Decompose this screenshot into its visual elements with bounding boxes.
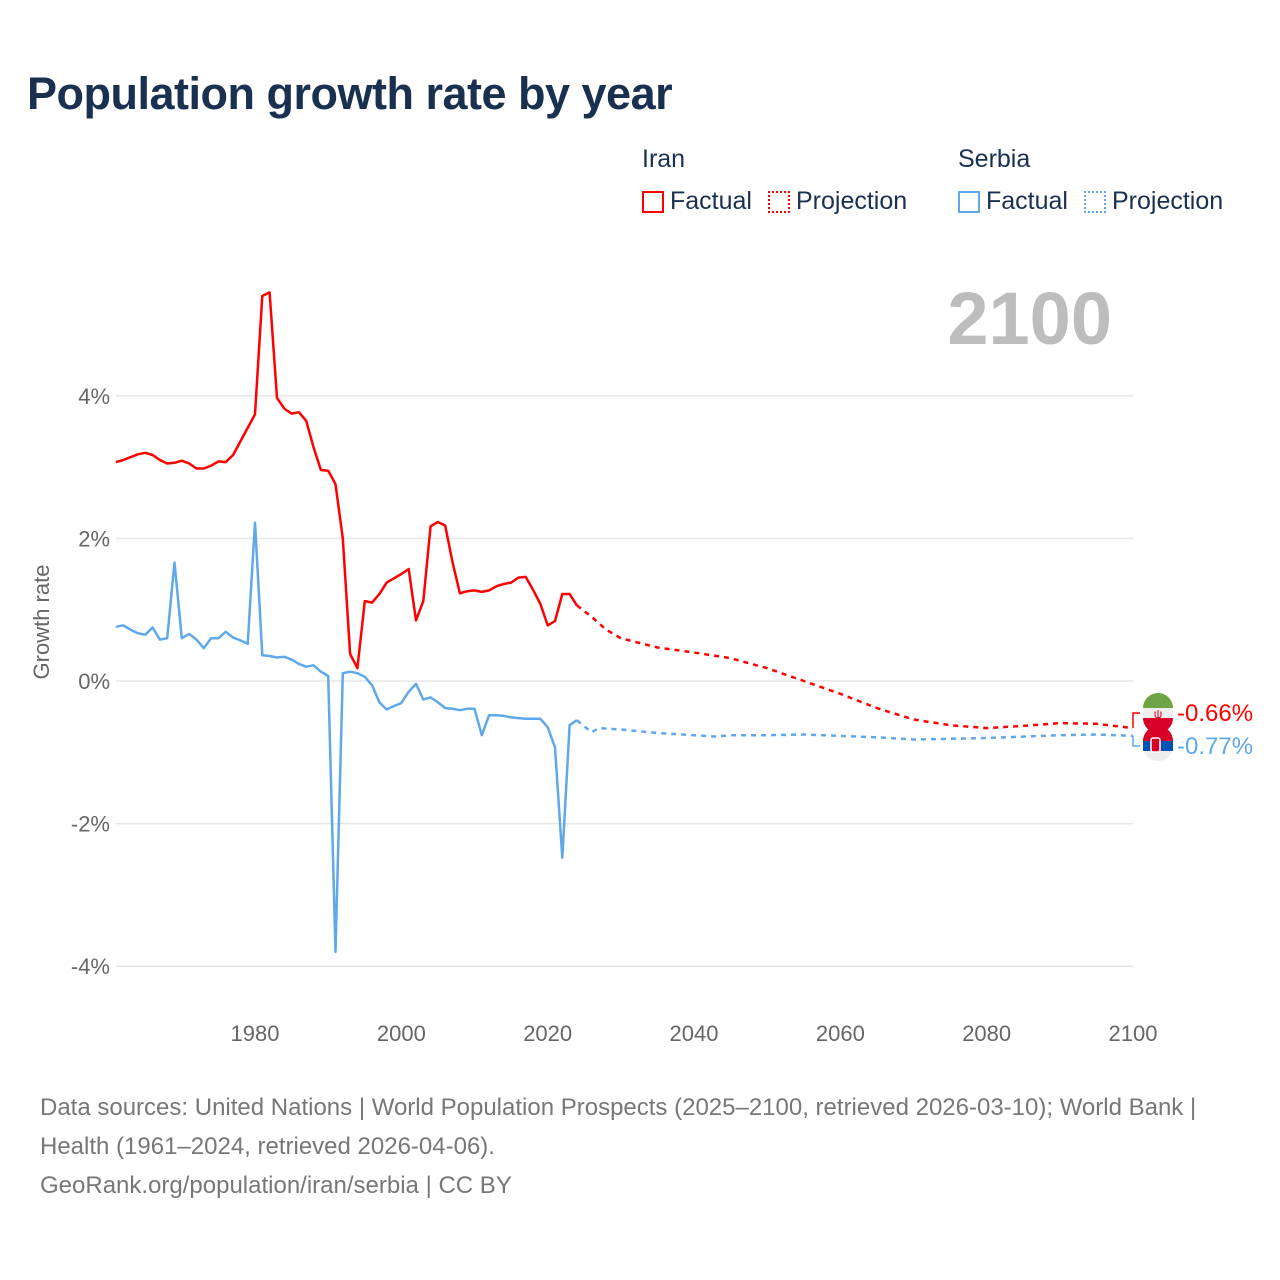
serbia-factual-line [115,521,578,954]
iran-factual-line [115,291,578,670]
legend-serbia: Serbia Factual Projection [958,145,1223,216]
y-tick-label: 2% [78,526,110,551]
legend-iran-factual[interactable]: Factual [642,187,752,216]
y-tick-label: 4% [78,384,110,409]
current-year-label: 2100 [947,277,1112,360]
legend-serbia-projection[interactable]: Projection [1083,187,1224,216]
legend-group-name: Iran [642,145,686,173]
x-tick-label: 2020 [523,1021,572,1046]
serbia-emblem [1150,737,1161,753]
legend-iran-projection[interactable]: Projection [767,187,908,216]
legend-label: Factual [670,187,752,215]
y-tick-label: -2% [71,812,110,837]
serbia-end-connector [1132,735,1140,747]
dotted-swatch-icon [767,190,790,213]
legend-iran: Iran Factual Projection [642,145,907,216]
iran-projection-line [576,604,1134,730]
legend-serbia-factual[interactable]: Factual [958,187,1068,216]
y-tick-label: -4% [71,954,110,979]
iran-end-connector [1132,712,1140,729]
chart-title: Population growth rate by year [27,68,673,119]
legend-label: Projection [1111,187,1224,215]
solid-swatch-icon [642,190,664,213]
legend-label: Factual [986,187,1068,215]
y-tick-label: 0% [78,669,110,694]
serbia-flag-red [1143,726,1173,741]
legend-label: Projection [795,187,908,215]
serbia-end-label: -0.77% [1177,733,1253,760]
x-tick-label: 2100 [1109,1021,1158,1046]
footer: Data sources: United Nations | World Pop… [40,1088,1230,1205]
serbia-projection-line [576,719,1134,741]
iran-flag-green [1143,693,1173,708]
solid-swatch-icon [958,190,980,213]
legend-group-name: Serbia [958,145,1031,173]
x-tick-label: 2040 [670,1021,719,1046]
x-tick-label: 2060 [816,1021,865,1046]
data-sources: Data sources: United Nations | World Pop… [40,1094,1197,1160]
iran-emblem: ψ [1154,707,1163,721]
dotted-swatch-icon [1083,190,1106,213]
credit-link[interactable]: GeoRank.org/population/iran/serbia | CC … [40,1172,512,1199]
y-axis-label: Growth rate [29,564,54,680]
x-tick-label: 2000 [377,1021,426,1046]
x-tick-label: 1980 [231,1021,280,1046]
iran-end-label: -0.66% [1177,700,1253,727]
x-tick-label: 2080 [962,1021,1011,1046]
